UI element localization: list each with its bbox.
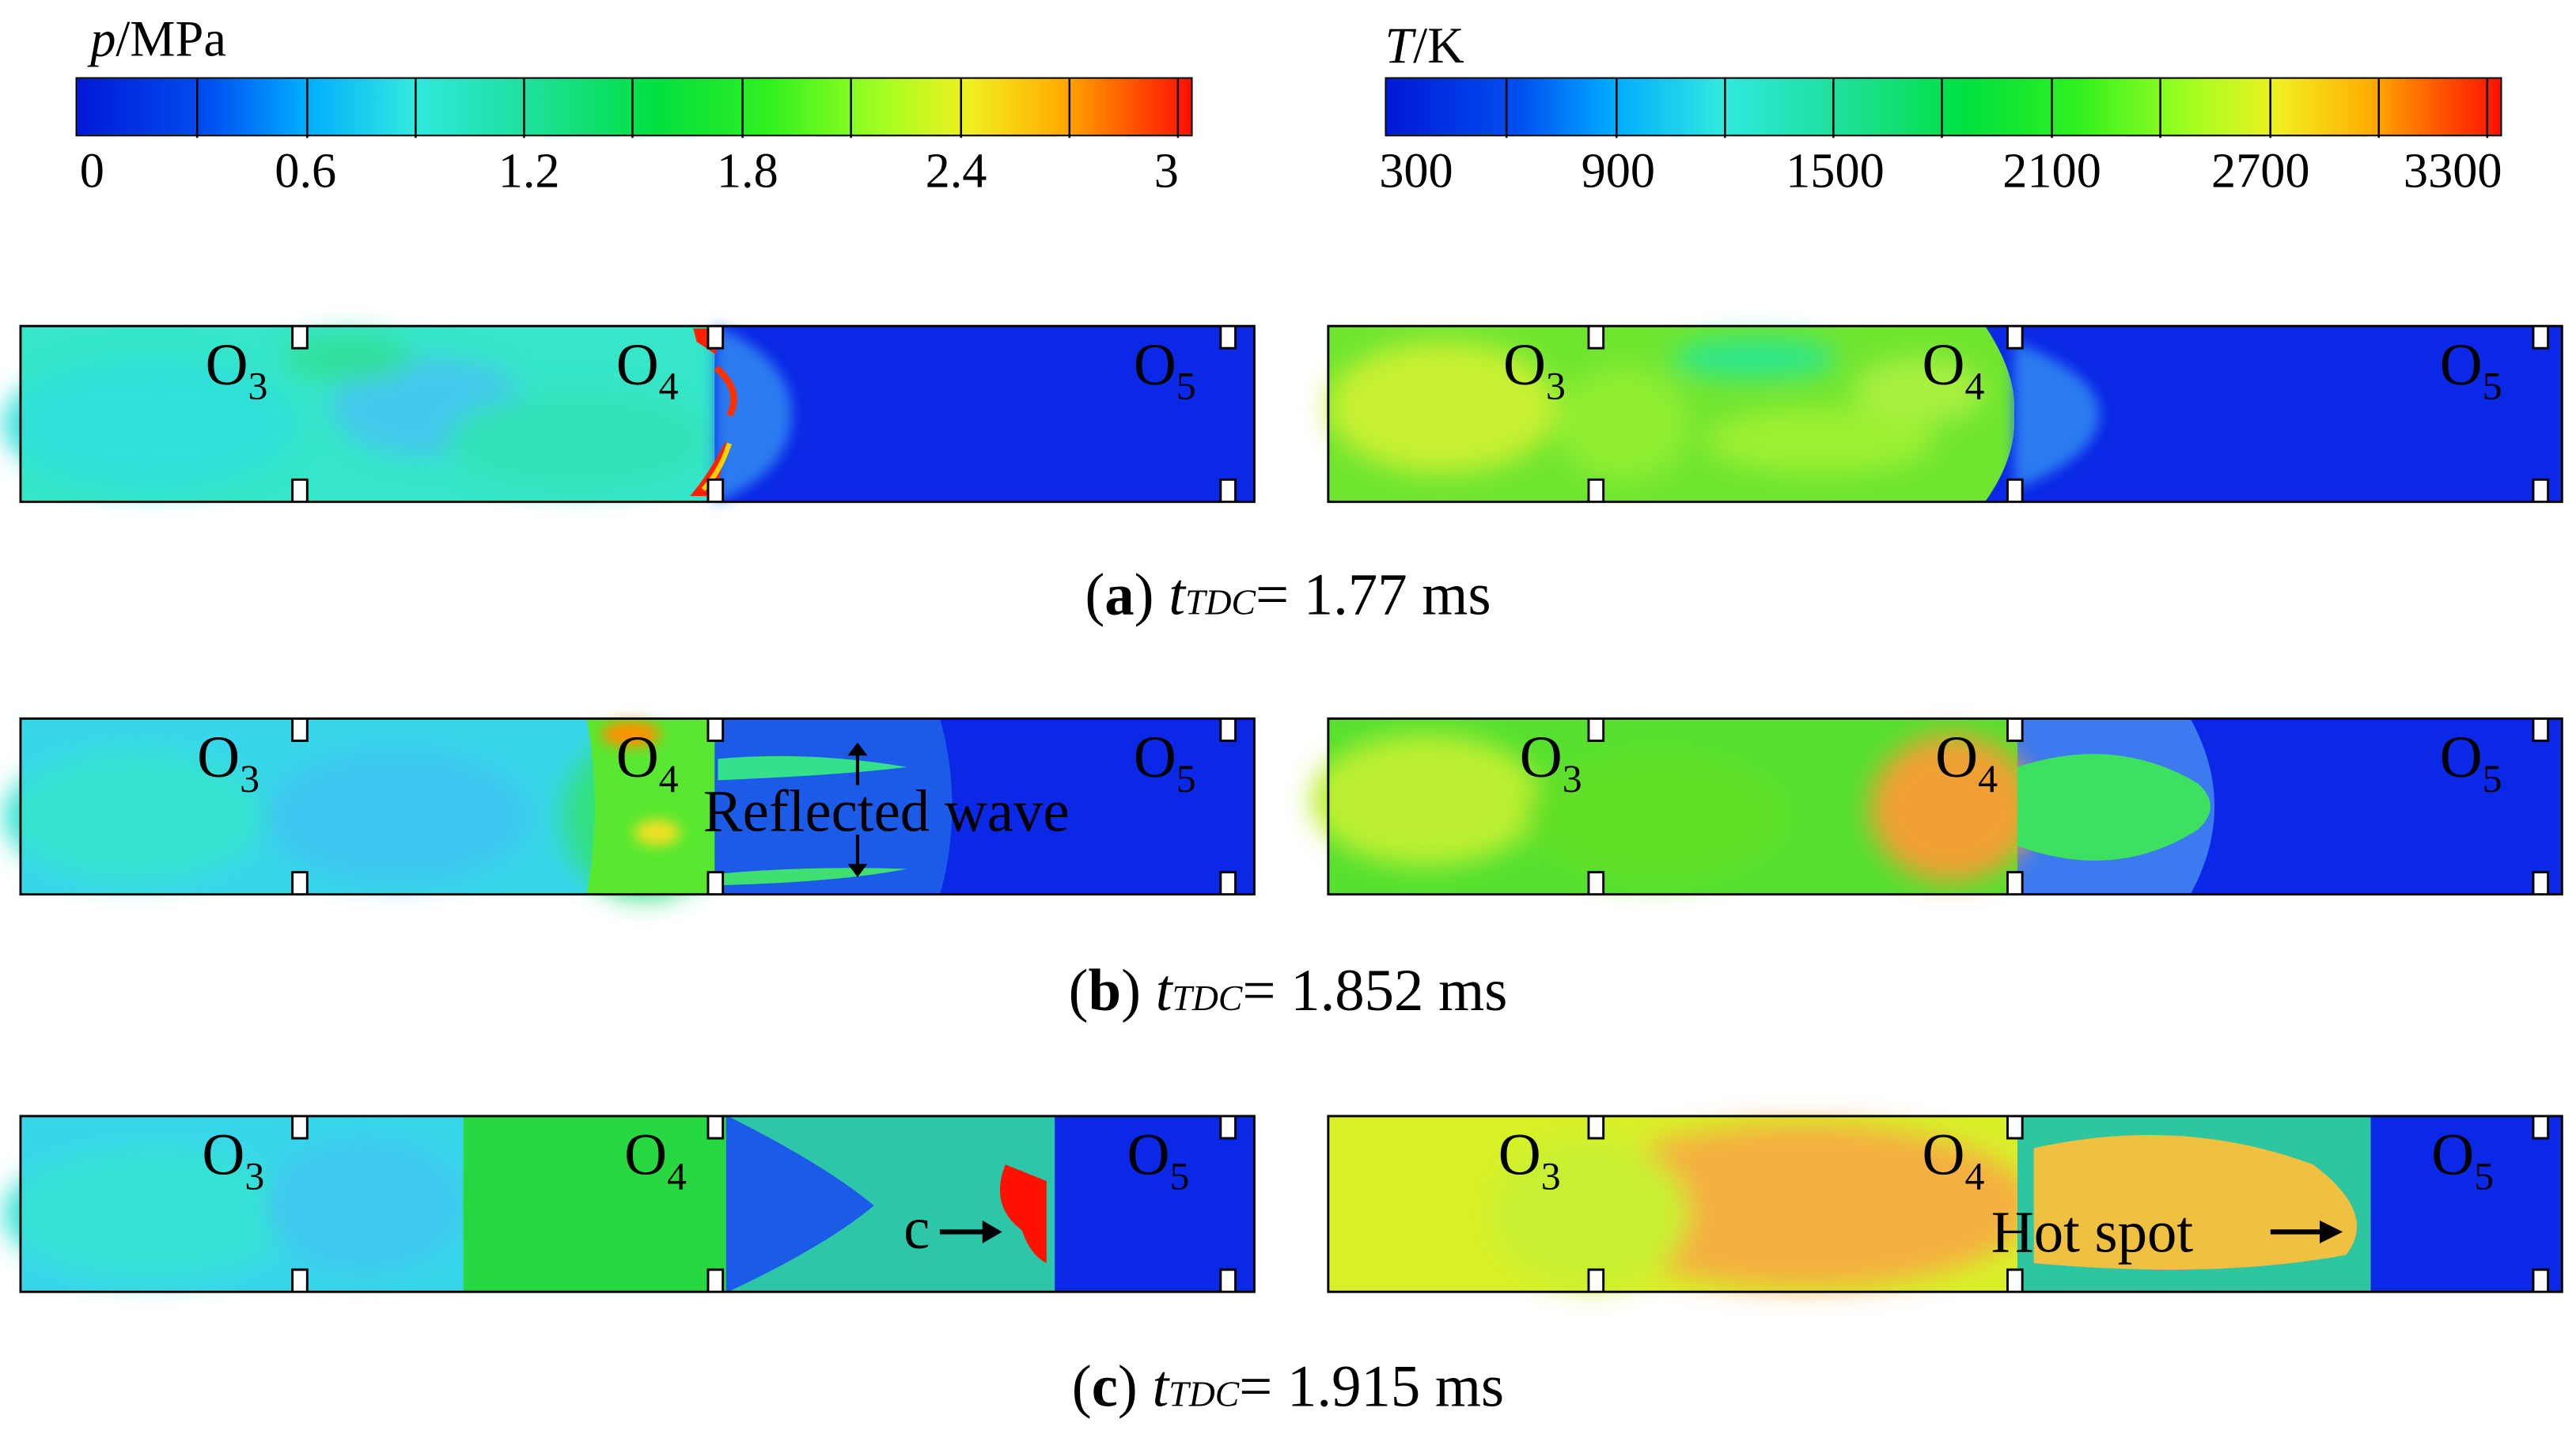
orifice-o3-label: O3 <box>1502 331 1566 410</box>
arrow-right-icon <box>939 1220 1002 1243</box>
orifice-o5-label: O5 <box>1127 1122 1190 1199</box>
pressure-field-c <box>3 1115 1256 1293</box>
orifice-o3-label: O3 <box>1498 1122 1561 1199</box>
temperature-tick-5: 3300 <box>2403 144 2502 199</box>
orifice-o5-label: O5 <box>2439 724 2502 802</box>
pressure-contour-c <box>3 1115 1256 1293</box>
pressure-colorbar <box>75 77 1193 138</box>
orifice-o4-label: O4 <box>1935 724 1998 802</box>
pressure-tick-4: 2.4 <box>925 144 987 199</box>
temperature-contour-c <box>1327 1115 2563 1293</box>
temperature-colorbar-dividers <box>1505 78 2489 138</box>
pressure-tick-0: 0 <box>79 144 104 199</box>
pressure-contour-b <box>3 717 1256 899</box>
orifice-o4-label: O4 <box>616 724 679 802</box>
temperature-tick-4: 2700 <box>2210 144 2310 199</box>
pressure-field-b <box>3 717 1256 899</box>
arrow-down-icon <box>847 834 868 877</box>
orifice-o4-label: O4 <box>616 331 679 410</box>
orifice-o4-label: O4 <box>624 1122 687 1199</box>
hot-spot-annotation: Hot spot <box>1991 1198 2194 1265</box>
caption-a: (a) tTDC= 1.77 ms <box>1085 562 1491 628</box>
caption-b: (b) tTDC= 1.852 ms <box>1068 957 1508 1024</box>
pressure-colorbar-dividers <box>195 78 1180 138</box>
orifice-o4-label: O4 <box>1922 331 1985 410</box>
temperature-contour-a <box>1327 324 2563 503</box>
pressure-contour-a <box>3 324 1256 503</box>
arrow-up-icon <box>847 742 868 785</box>
orifice-o3-label: O3 <box>1519 724 1582 802</box>
temperature-field-b <box>1311 717 2563 896</box>
pressure-tick-3: 1.8 <box>716 144 778 199</box>
orifice-o5-label: O5 <box>1133 724 1196 802</box>
pressure-tick-1: 0.6 <box>275 144 337 199</box>
temperature-colorbar <box>1385 77 2502 138</box>
orifice-o5-label: O5 <box>2439 331 2502 410</box>
pressure-tick-2: 1.2 <box>498 144 560 199</box>
pressure-field-a <box>3 324 1256 503</box>
orifice-o4-label: O4 <box>1922 1122 1985 1199</box>
orifice-o3-label: O3 <box>205 331 268 410</box>
reflected-wave-annotation: Reflected wave <box>703 778 1070 845</box>
temperature-tick-0: 300 <box>1379 144 1453 199</box>
orifice-o3-label: O3 <box>202 1122 265 1199</box>
orifice-o5-label: O5 <box>2431 1122 2495 1199</box>
temperature-field-c <box>1327 1115 2563 1293</box>
arrow-right-icon <box>2270 1220 2343 1243</box>
orifice-o5-label: O5 <box>1133 331 1196 410</box>
temperature-tick-2: 1500 <box>1786 144 1885 199</box>
pressure-tick-5: 3 <box>1154 144 1179 199</box>
temperature-field-a <box>1327 324 2563 503</box>
temperature-tick-3: 2100 <box>2002 144 2101 199</box>
temperature-contour-b <box>1311 717 2563 896</box>
temperature-colorbar-title: T/K <box>1385 16 1464 74</box>
pressure-colorbar-title: p/MPa <box>90 9 226 68</box>
temperature-tick-1: 900 <box>1581 144 1656 199</box>
orifice-o3-label: O3 <box>197 724 260 802</box>
c-point-annotation: c <box>903 1195 930 1262</box>
caption-c: (c) tTDC= 1.915 ms <box>1071 1353 1505 1420</box>
